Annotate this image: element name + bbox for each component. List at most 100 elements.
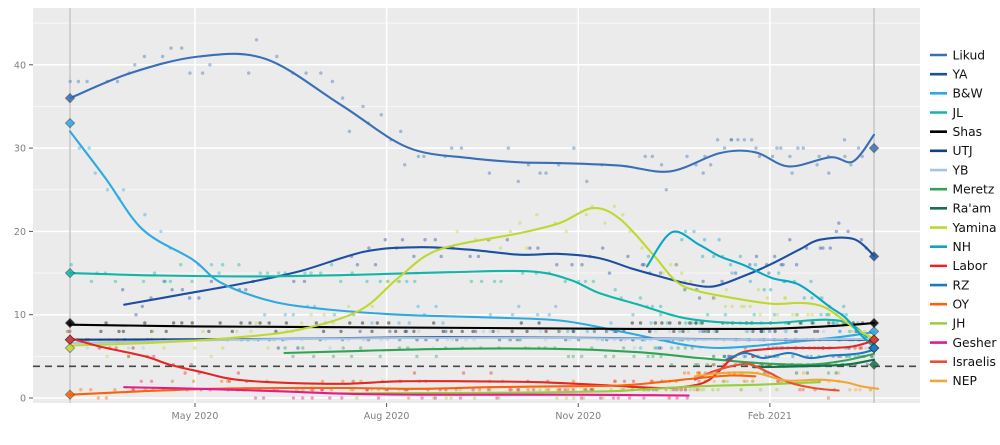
poll-dot-meretz <box>331 354 336 359</box>
poll-dot-oy <box>721 379 726 383</box>
election-result-2020-labor <box>64 334 76 345</box>
poll-dot-jl <box>168 279 173 284</box>
poll-dot-oy <box>113 388 117 392</box>
poll-dot-rz <box>722 354 726 359</box>
poll-dot-ya <box>505 238 509 242</box>
poll-dot-ya <box>828 246 832 250</box>
legend-item-ya: YA <box>930 67 968 81</box>
poll-dot-ya <box>794 263 799 267</box>
poll-dot-shas <box>180 321 184 325</box>
poll-dot-likud <box>330 79 335 84</box>
poll-dot-shas <box>441 329 445 334</box>
poll-dot-shas <box>99 329 103 334</box>
poll-dot-jl <box>835 321 839 325</box>
poll-dot-bw <box>105 188 110 192</box>
poll-dot-utj <box>388 329 392 334</box>
poll-dot-jl <box>752 313 756 317</box>
poll-dot-jl <box>795 313 799 317</box>
poll-dot-ya <box>373 263 378 267</box>
poll-dot-likud <box>506 146 510 150</box>
poll-dot-ya <box>170 288 174 292</box>
poll-dot-bw <box>77 146 82 150</box>
poll-dot-yamina <box>730 304 734 309</box>
poll-dot-shas <box>375 321 379 325</box>
poll-dot-likud <box>788 154 792 159</box>
poll-dot-meretz <box>571 354 575 359</box>
legend-item-israelis: Israelis <box>930 355 996 369</box>
poll-dot-jh <box>688 388 692 392</box>
poll-dot-likud <box>379 113 383 117</box>
poll-dot-shas <box>360 321 365 325</box>
poll-dot-jl <box>190 279 194 284</box>
poll-dot-oy <box>697 371 701 375</box>
poll-dot-shas <box>694 321 698 325</box>
poll-dot-nh <box>730 271 734 275</box>
series-line-meretz <box>283 347 876 366</box>
poll-dot-ya <box>720 279 724 284</box>
legend-item-yb: YB <box>930 163 968 177</box>
poll-dot-jl <box>631 313 635 317</box>
poll-dot-gesher <box>495 396 499 400</box>
poll-dot-yamina <box>758 313 762 317</box>
poll-dot-jl <box>831 321 835 325</box>
poll-dot-likud <box>757 154 762 159</box>
poll-dot-oy <box>546 388 551 392</box>
poll-dot-nh <box>809 279 813 284</box>
poll-dot-gesher <box>376 396 381 400</box>
legend-label-bw: B&W <box>953 87 983 101</box>
poll-dot-bw <box>263 313 267 317</box>
poll-dot-yamina <box>612 204 617 209</box>
poll-dot-nh <box>712 254 716 259</box>
poll-dot-ya <box>476 254 481 259</box>
poll-dot-yamina <box>668 263 673 267</box>
poll-dot-meretz <box>349 354 354 359</box>
poll-dot-labor <box>695 388 699 392</box>
poll-dot-rz <box>791 354 795 359</box>
poll-dot-oy <box>96 396 101 400</box>
poll-dot-yb <box>654 329 658 334</box>
poll-dot-meretz <box>341 346 345 350</box>
poll-dot-ya <box>804 246 809 250</box>
poll-dot-meretz <box>566 354 571 359</box>
poll-dot-gesher <box>340 396 344 400</box>
poll-dot-jl <box>265 271 270 275</box>
poll-dot-oy <box>170 379 175 383</box>
legend-item-rz: RZ <box>930 278 969 292</box>
poll-dot-oy <box>612 379 617 383</box>
poll-dot-ya <box>468 254 472 259</box>
poll-dot-bw <box>143 213 147 217</box>
poll-dot-likud <box>585 179 589 184</box>
poll-dot-jl <box>650 304 655 309</box>
poll-dot-meretz <box>301 346 305 350</box>
poll-dot-jl <box>659 313 663 317</box>
poll-dot-bw <box>712 354 716 359</box>
poll-dot-jl <box>378 279 382 284</box>
poll-dot-shas <box>248 321 252 325</box>
poll-dot-bw <box>638 346 643 350</box>
poll-dot-jl <box>69 263 73 267</box>
poll-dot-shas <box>230 329 234 334</box>
poll-dot-bw <box>837 329 842 334</box>
poll-dot-nh <box>680 238 684 242</box>
poll-dot-bw <box>291 313 295 317</box>
plot-panel <box>33 8 920 403</box>
poll-dot-jl <box>613 288 617 292</box>
x-tick-label: Aug 2020 <box>364 411 410 422</box>
poll-dot-yamina <box>105 354 109 359</box>
poll-dot-yamina <box>680 271 684 275</box>
poll-dot-meretz <box>434 354 438 359</box>
poll-dot-ya <box>658 271 663 275</box>
poll-dot-meretz <box>415 354 419 359</box>
poll-dot-israelis <box>697 379 701 383</box>
poll-dot-yamina <box>723 304 728 309</box>
poll-dot-likud <box>169 46 173 50</box>
poll-dot-meretz <box>690 346 694 350</box>
poll-dot-likud <box>729 138 733 142</box>
poll-dot-yamina <box>810 313 814 317</box>
poll-dot-labor <box>679 388 683 392</box>
poll-dot-ya <box>733 271 738 275</box>
y-tick-label: 0 <box>20 394 26 405</box>
poll-dot-utj <box>592 329 597 334</box>
poll-dot-nh <box>844 313 848 317</box>
poll-dot-gesher <box>433 396 438 400</box>
